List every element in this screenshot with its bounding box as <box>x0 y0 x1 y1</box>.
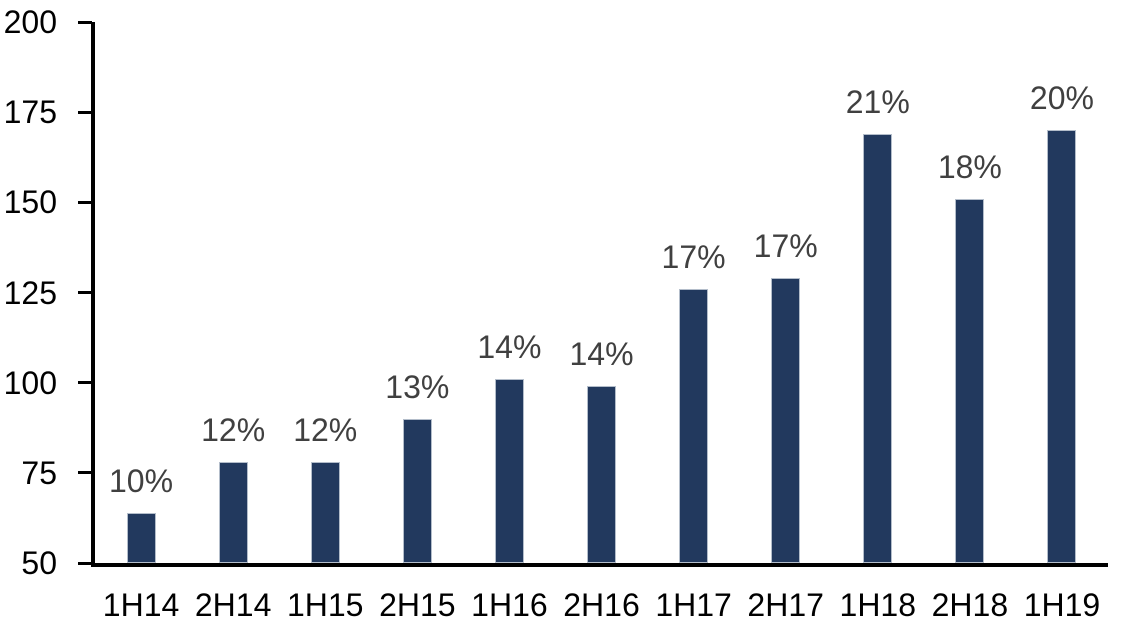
x-tick-label-1H19: 1H19 <box>1023 587 1101 623</box>
y-tick-label-150: 150 <box>3 184 57 221</box>
y-tick-mark-50 <box>78 561 92 565</box>
x-tick-label-2H17: 2H17 <box>747 587 824 623</box>
x-tick-label-1H17: 1H17 <box>655 587 732 623</box>
y-tick-mark-125 <box>78 291 92 294</box>
x-tick-label-1H15: 1H15 <box>286 587 364 623</box>
bar-data-label-2H14: 12% <box>201 412 266 448</box>
bar-2H18 <box>955 198 985 563</box>
y-axis-line <box>91 22 95 567</box>
x-tick-label-1H16: 1H16 <box>471 587 548 623</box>
bar-data-label-1H15: 12% <box>293 412 358 448</box>
bar-data-label-1H19: 20% <box>1029 80 1094 117</box>
x-tick-label-2H14: 2H14 <box>194 587 272 623</box>
bar-2H15 <box>402 418 432 563</box>
bar-data-label-2H18: 18% <box>937 148 1002 185</box>
y-tick-mark-150 <box>78 200 92 204</box>
bar-1H19 <box>1047 130 1077 563</box>
bar-2H16 <box>587 386 616 563</box>
y-tick-label-175: 175 <box>3 94 57 131</box>
y-tick-mark-200 <box>78 20 92 24</box>
bar-data-label-2H17: 17% <box>753 228 818 265</box>
x-tick-label-2H15: 2H15 <box>379 587 456 623</box>
y-tick-mark-100 <box>78 381 92 385</box>
y-tick-label-200: 200 <box>3 4 57 40</box>
y-tick-label-100: 100 <box>3 364 57 401</box>
bar-1H17 <box>679 288 709 563</box>
bar-data-label-2H15: 13% <box>385 368 450 405</box>
bar-data-label-1H16: 14% <box>477 329 542 366</box>
x-axis-line <box>91 563 1108 567</box>
y-tick-label-125: 125 <box>3 274 57 311</box>
y-tick-label-50: 50 <box>21 545 57 581</box>
x-tick-label-1H14: 1H14 <box>102 587 180 623</box>
bar-data-label-2H16: 14% <box>569 336 634 373</box>
bar-2H17 <box>771 278 801 563</box>
bar-data-label-1H18: 21% <box>845 83 910 120</box>
bar-data-label-1H17: 17% <box>661 238 726 275</box>
y-tick-label-75: 75 <box>21 454 57 491</box>
x-tick-label-1H18: 1H18 <box>839 587 917 623</box>
y-tick-mark-175 <box>78 110 92 114</box>
y-tick-mark-75 <box>78 471 92 475</box>
bar-data-label-1H14: 10% <box>109 462 174 499</box>
x-tick-label-2H16: 2H16 <box>563 587 640 623</box>
bar-1H16 <box>494 379 524 563</box>
bar-2H14 <box>218 462 248 563</box>
bar-1H18 <box>863 133 893 563</box>
bar-1H14 <box>126 512 156 563</box>
bar-1H15 <box>310 462 340 563</box>
x-tick-label-2H18: 2H18 <box>931 587 1009 623</box>
